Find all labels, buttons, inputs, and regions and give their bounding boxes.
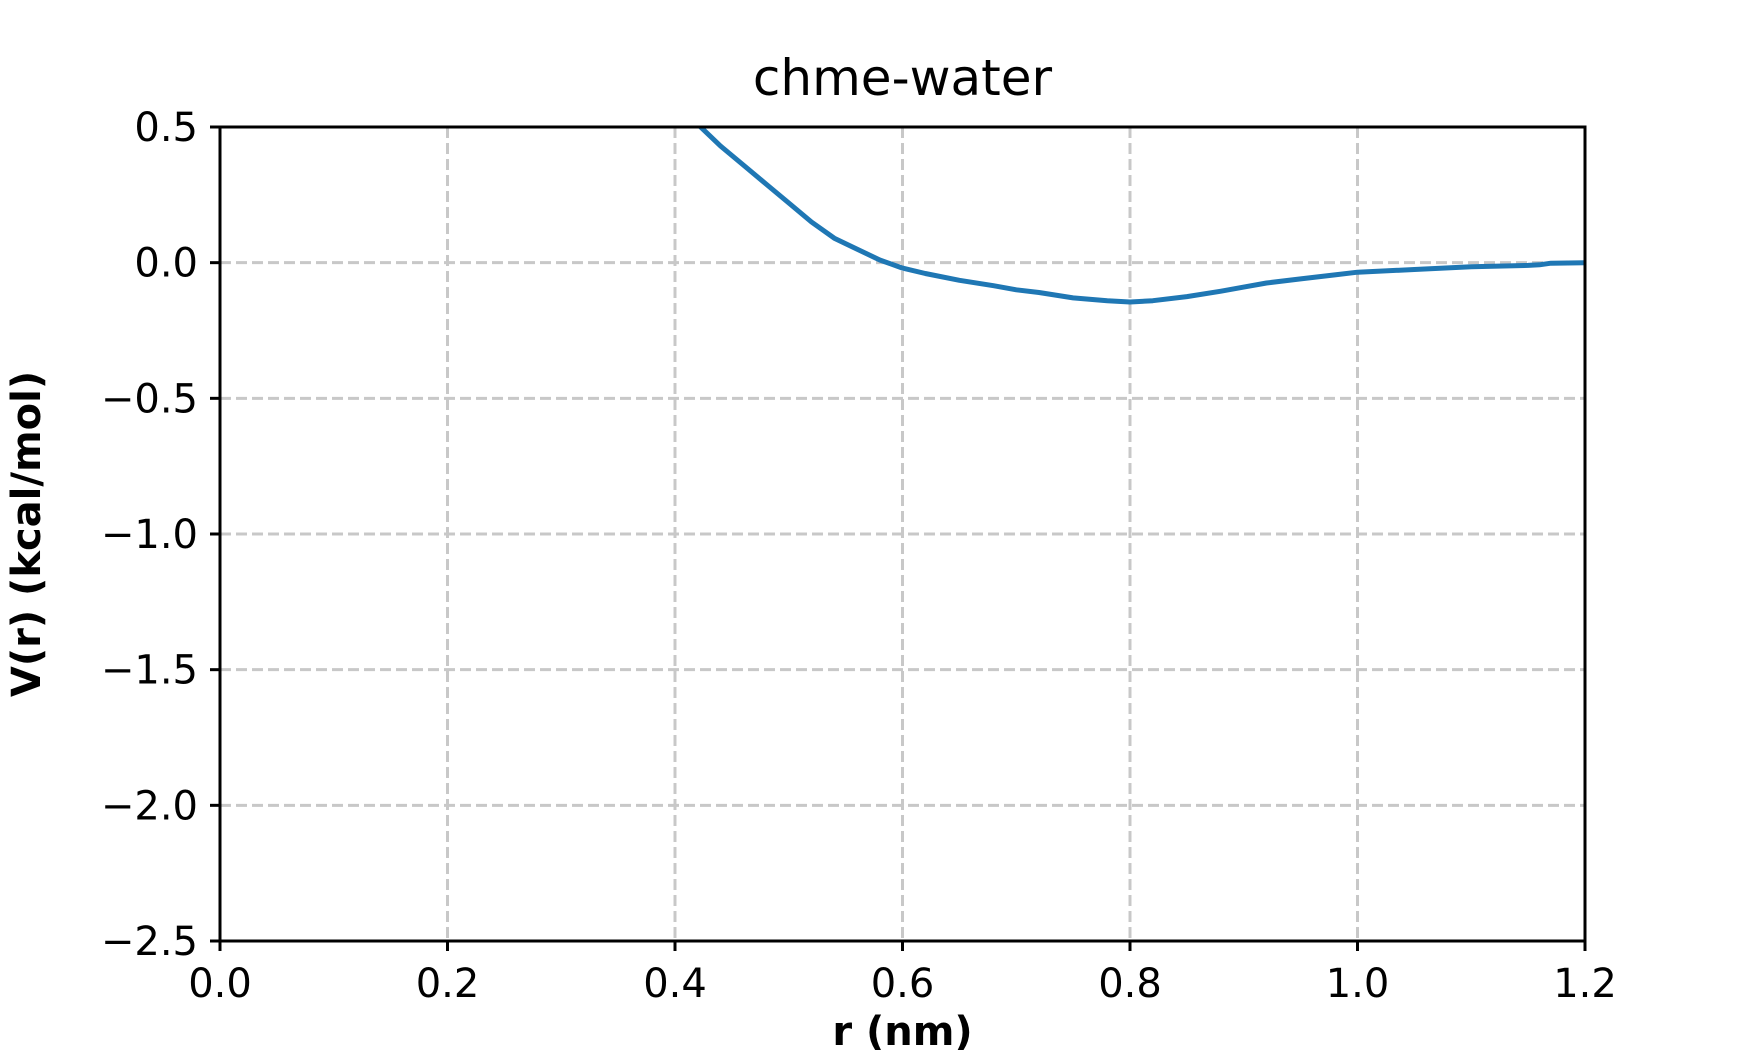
y-axis-label: V(r) (kcal/mol) [4,371,50,697]
x-tick-label: 0.2 [416,961,480,1007]
y-tick-label: −1.0 [101,512,198,558]
x-axis-label: r (nm) [832,1009,972,1050]
x-tick-label: 1.2 [1553,961,1617,1007]
x-tick-label: 1.0 [1326,961,1390,1007]
chart-title: chme-water [753,49,1053,107]
x-tick-label: 0.8 [1098,961,1162,1007]
x-tick-label: 0.6 [871,961,935,1007]
y-tick-label: −2.0 [101,783,198,829]
y-tick-label: 0.5 [134,105,198,151]
y-tick-label: −2.5 [101,919,198,965]
y-tick-label: −0.5 [101,376,198,422]
x-tick-label: 0.4 [643,961,707,1007]
series-group [697,127,1585,305]
y-tick-label: −1.5 [101,648,198,694]
series-line [697,127,1585,305]
ticks: 0.0 0.2 0.4 0.6 0.8 1.0 1.2 0.5 0.0 −0.5 −1.0 −1.5 −… [101,105,1617,1007]
x-tick-label: 0.0 [188,961,252,1007]
y-tick-label: 0.0 [134,241,198,287]
